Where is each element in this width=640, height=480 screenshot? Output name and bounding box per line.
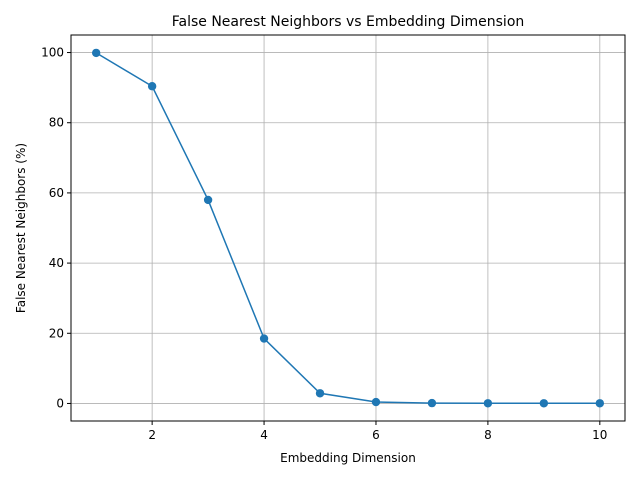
data-point: [483, 399, 493, 408]
y-tick-label: 20: [49, 326, 64, 340]
x-tick-label: 6: [372, 428, 380, 442]
y-tick-label: 80: [49, 116, 64, 130]
data-point: [259, 334, 269, 343]
data-point: [147, 82, 157, 91]
x-tick-label: 4: [260, 428, 268, 442]
data-point: [315, 389, 325, 398]
series-layer: [91, 48, 605, 408]
grid: [71, 35, 625, 421]
chart-title: False Nearest Neighbors vs Embedding Dim…: [172, 14, 525, 30]
series-line: [95, 52, 600, 405]
y-tick-label: 0: [56, 396, 64, 410]
data-point: [539, 399, 549, 408]
y-tick-label: 40: [49, 256, 64, 270]
x-tick-label: 10: [592, 428, 607, 442]
plot-frame: [70, 34, 626, 422]
y-axis-label: False Nearest Neighbors (%): [14, 143, 28, 313]
data-point: [203, 195, 213, 205]
y-tick-label: 100: [41, 46, 64, 60]
x-tick-label: 8: [484, 428, 492, 442]
data-point: [595, 399, 605, 408]
x-axis-label: Embedding Dimension: [280, 451, 416, 465]
data-point: [91, 48, 101, 58]
data-point: [427, 398, 437, 408]
x-tick-label: 2: [148, 428, 156, 442]
data-point: [371, 397, 381, 407]
y-tick-label: 60: [49, 186, 64, 200]
